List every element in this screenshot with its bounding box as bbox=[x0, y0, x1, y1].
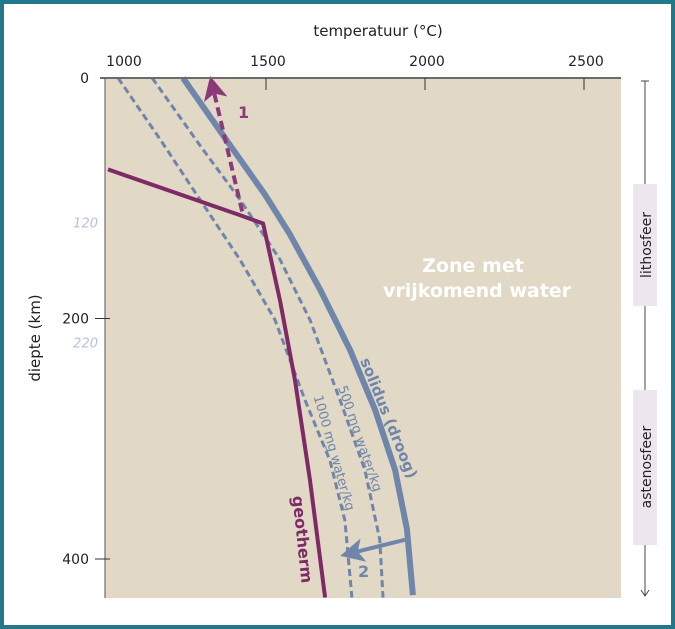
arrow-1 bbox=[203, 75, 245, 212]
asthenosphere-label: astenosfeer bbox=[639, 425, 655, 508]
x-axis-label: temperatuur (°C) bbox=[313, 22, 442, 40]
arrow-2 bbox=[340, 537, 406, 562]
x-tick-label: 1000 bbox=[106, 54, 142, 70]
zone-label-line2: vrijkomend water bbox=[383, 280, 572, 302]
y-axis-label: diepte (km) bbox=[26, 294, 44, 381]
x-tick-label: 1500 bbox=[250, 54, 286, 70]
arrow-1-label: 1 bbox=[238, 103, 249, 122]
lithosphere-label-box bbox=[633, 184, 657, 306]
asthenosphere-label-box bbox=[633, 390, 657, 545]
arrow-2-label: 2 bbox=[358, 562, 369, 581]
x-tick-label: 2000 bbox=[409, 54, 445, 70]
y-tick-label: 200 bbox=[62, 312, 89, 328]
series-line-solidus bbox=[180, 76, 416, 596]
zone-bottom-label: 220 bbox=[73, 337, 98, 352]
series-line-500 bbox=[150, 77, 385, 598]
y-tick-label: 0 bbox=[80, 71, 89, 87]
series-line-1000 bbox=[116, 77, 354, 598]
lithosphere-label: lithosfeer bbox=[639, 212, 655, 278]
x-tick-label: 2500 bbox=[568, 54, 604, 70]
layer-scale: lithosfeer astenosfeer bbox=[633, 80, 657, 597]
zone-label-line1: Zone met bbox=[422, 255, 524, 277]
plot-background bbox=[105, 78, 621, 598]
y-tick-label: 400 bbox=[62, 552, 89, 568]
zone-top-label: 120 bbox=[73, 216, 98, 231]
series-line-geotherm bbox=[107, 167, 328, 598]
